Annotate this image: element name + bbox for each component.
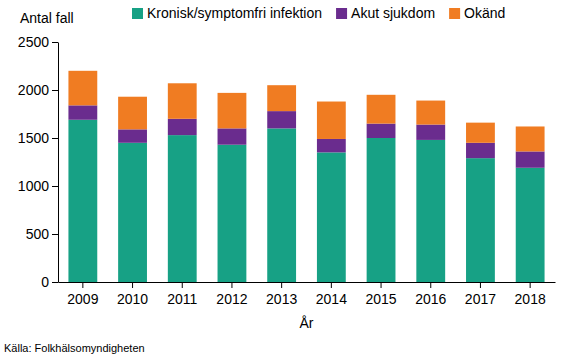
bar-segment	[367, 138, 396, 282]
x-axis-title: År	[300, 315, 314, 331]
y-tick: 500	[26, 226, 58, 242]
bar-segment	[267, 111, 296, 128]
tick-mark	[530, 282, 531, 288]
bar-segment	[416, 101, 445, 125]
tick-mark	[132, 282, 133, 288]
x-tick: 2017	[465, 282, 496, 307]
tick-label: 2018	[515, 291, 546, 307]
legend-label: Okänd	[464, 5, 505, 21]
x-tick: 2015	[365, 282, 396, 307]
tick-label: 2014	[316, 291, 347, 307]
bar-segment	[168, 135, 197, 282]
bar-segment	[118, 143, 147, 282]
bar-segment	[516, 126, 545, 151]
tick-mark	[52, 234, 58, 235]
x-tick: 2014	[316, 282, 347, 307]
bar-segment	[516, 151, 545, 167]
bar-segment	[367, 124, 396, 138]
tick-label: 2015	[365, 291, 396, 307]
bar-segment	[416, 125, 445, 140]
tick-label: 2016	[415, 291, 446, 307]
y-axis-title: Antal fall	[20, 10, 74, 26]
tick-label: 500	[26, 226, 50, 242]
tick-label: 2000	[18, 82, 49, 98]
bar-segment	[218, 145, 247, 282]
tick-label: 2011	[167, 291, 197, 307]
tick-mark	[82, 282, 83, 288]
bar-segment	[367, 95, 396, 124]
legend-label: Kronisk/symptomfri infektion	[147, 5, 322, 21]
legend-item: Okänd	[449, 5, 505, 21]
bar-segment	[267, 85, 296, 111]
bar-segment	[516, 168, 545, 282]
tick-mark	[52, 282, 58, 283]
bar-segment	[218, 93, 247, 129]
legend-swatch	[336, 8, 347, 19]
axis-line	[58, 43, 59, 283]
bars	[68, 71, 544, 282]
legend-item: Kronisk/symptomfri infektion	[132, 5, 322, 21]
legend: Kronisk/symptomfri infektion Akut sjukdom…	[132, 5, 505, 21]
bar-segment	[218, 128, 247, 144]
tick-mark	[52, 138, 58, 139]
x-tick: 2016	[415, 282, 446, 307]
y-axis: 0 500 1000 1500 2000 2500	[18, 34, 59, 290]
tick-label: 1000	[18, 178, 49, 194]
x-tick: 2009	[67, 282, 98, 307]
legend-swatch	[449, 8, 460, 19]
bar-segment	[317, 152, 346, 282]
legend-swatch	[132, 8, 143, 19]
tick-mark	[381, 282, 382, 288]
tick-label: 2500	[18, 34, 49, 50]
bar-segment	[68, 71, 97, 106]
tick-mark	[430, 282, 431, 288]
x-tick: 2013	[266, 282, 297, 307]
tick-label: 1500	[18, 130, 49, 146]
bar-segment	[168, 119, 197, 135]
tick-label: 2017	[465, 291, 496, 307]
x-tick: 2010	[117, 282, 148, 307]
tick-mark	[331, 282, 332, 288]
tick-mark	[231, 282, 232, 288]
bar-segment	[168, 83, 197, 119]
tick-label: 2012	[216, 291, 247, 307]
bar-segment	[267, 128, 296, 282]
bar-segment	[68, 120, 97, 282]
tick-mark	[52, 42, 58, 43]
x-tick: 2018	[515, 282, 546, 307]
plot-area: 0 500 1000 1500 2000 2500 2009 2010 2011 2012 2013…	[18, 34, 556, 307]
bar-segment	[416, 140, 445, 282]
tick-mark	[52, 186, 58, 187]
bar-segment	[118, 129, 147, 142]
legend-label: Akut sjukdom	[351, 5, 435, 21]
tick-mark	[182, 282, 183, 288]
tick-mark	[52, 90, 58, 91]
y-tick: 2500	[18, 34, 58, 50]
x-tick: 2011	[167, 282, 197, 307]
bar-segment	[466, 158, 495, 282]
x-axis: 2009 2010 2011 2012 2013 2014 2015 2016 2017 2018	[59, 282, 556, 307]
tick-label: 2010	[117, 291, 148, 307]
source: Källa: Folkhälsomyndigheten	[4, 342, 145, 354]
tick-label: 2013	[266, 291, 297, 307]
y-tick: 1500	[18, 130, 58, 146]
y-tick: 2000	[18, 82, 58, 98]
tick-mark	[281, 282, 282, 288]
bar-segment	[68, 105, 97, 119]
bar-segment	[118, 97, 147, 130]
tick-mark	[480, 282, 481, 288]
y-tick: 0	[41, 274, 58, 290]
tick-label: 0	[41, 274, 49, 290]
tick-label: 2009	[67, 291, 98, 307]
x-tick: 2012	[216, 282, 247, 307]
y-tick: 1000	[18, 178, 58, 194]
legend-item: Akut sjukdom	[336, 5, 435, 21]
bar-segment	[317, 139, 346, 152]
bar-segment	[466, 123, 495, 143]
chart: 0 500 1000 1500 2000 2500 2009 2010 2011 2012 2013…	[0, 0, 567, 363]
bar-segment	[466, 143, 495, 158]
bar-segment	[317, 102, 346, 139]
